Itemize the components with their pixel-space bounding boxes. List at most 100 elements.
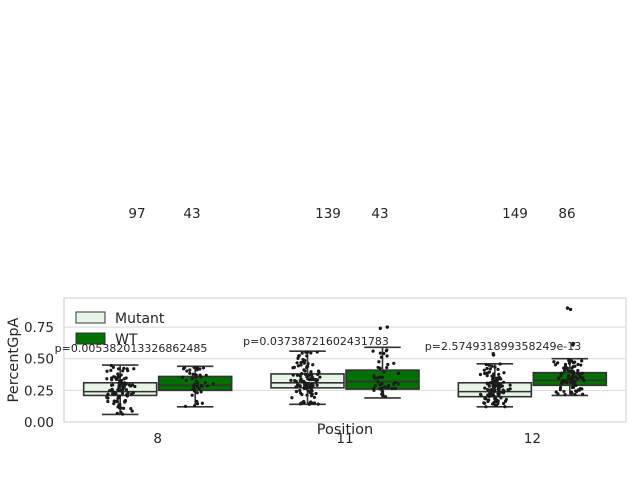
data-point [294, 389, 299, 394]
y-axis-label: PercentGpA [6, 317, 22, 402]
data-point [116, 388, 120, 392]
data-point [302, 382, 307, 386]
data-point [499, 390, 503, 394]
data-point [478, 372, 483, 377]
data-point [380, 375, 384, 379]
data-point [306, 364, 310, 368]
data-point [311, 401, 315, 405]
data-point [386, 362, 390, 367]
data-point [205, 384, 210, 388]
data-point [300, 372, 304, 376]
data-point [563, 362, 568, 367]
data-point [496, 377, 500, 381]
data-point [552, 360, 556, 364]
data-point [373, 384, 377, 388]
p-value-label: p=2.574931899358249e-13 [425, 340, 581, 353]
data-point [308, 377, 312, 381]
data-point [133, 384, 137, 389]
data-point [392, 361, 396, 365]
data-point [307, 373, 311, 377]
data-point [191, 387, 195, 391]
data-point [497, 387, 501, 391]
data-point [132, 367, 136, 371]
data-point [105, 369, 109, 373]
box-iqr [345, 369, 420, 390]
data-point [478, 392, 483, 396]
data-point [302, 400, 306, 405]
data-point [317, 370, 321, 374]
count-label: 86 [558, 206, 575, 222]
data-point [123, 383, 127, 387]
data-point [195, 384, 199, 389]
data-point [392, 382, 396, 386]
data-point [318, 375, 322, 379]
data-point [581, 392, 585, 396]
data-point [376, 380, 380, 384]
data-point [114, 392, 118, 396]
data-point [117, 375, 121, 379]
data-point [501, 391, 506, 395]
data-point [185, 369, 189, 373]
data-point [180, 375, 185, 379]
data-point [125, 393, 129, 397]
data-point [570, 366, 574, 370]
data-point [291, 373, 295, 377]
data-point [502, 371, 506, 375]
data-point [106, 399, 110, 404]
outlier-point [385, 325, 390, 329]
data-point [304, 350, 308, 354]
data-point [109, 363, 113, 368]
data-point [311, 383, 315, 387]
data-point [562, 389, 566, 394]
data-point [495, 380, 499, 384]
data-point [115, 411, 119, 415]
box-mutant-11 [270, 350, 345, 406]
data-point [118, 406, 122, 410]
data-point [300, 392, 304, 397]
data-point [303, 372, 308, 376]
data-point [567, 358, 571, 362]
data-point [298, 388, 302, 393]
data-point [559, 374, 563, 378]
plot-labels: 0.00 0.25 0.50 0.75 Position PercentGpA 8 97 43 p… [6, 206, 581, 447]
box-wt-12 [532, 306, 608, 397]
data-point [312, 395, 317, 399]
data-point [130, 409, 134, 413]
data-point [184, 378, 188, 383]
data-point [576, 388, 581, 392]
data-point [382, 351, 386, 356]
data-point [107, 389, 112, 393]
data-point [116, 367, 121, 371]
data-point [490, 381, 494, 385]
data-point [504, 397, 508, 402]
data-point [105, 377, 109, 381]
data-point [298, 374, 302, 378]
data-point [307, 402, 311, 406]
data-point [195, 391, 199, 395]
data-point [491, 375, 495, 379]
data-point [483, 371, 487, 376]
data-point [378, 382, 382, 387]
data-point [314, 391, 318, 396]
data-point [378, 366, 382, 370]
legend-swatch-wt [75, 332, 106, 345]
data-point [199, 383, 203, 388]
data-point [498, 382, 503, 386]
data-point [491, 377, 495, 381]
data-point [303, 358, 307, 363]
data-point [506, 388, 510, 393]
data-point [111, 388, 115, 393]
data-point [580, 371, 585, 375]
data-point [315, 383, 319, 387]
data-point [106, 392, 110, 396]
data-point [493, 365, 497, 369]
x-tick-label: 11 [336, 431, 353, 447]
data-point [129, 407, 133, 411]
data-point [492, 372, 496, 376]
data-point [379, 355, 383, 359]
data-point [570, 385, 575, 390]
data-point [314, 377, 318, 382]
y-tick-label: 0.50 [24, 352, 54, 368]
data-point [488, 367, 492, 371]
